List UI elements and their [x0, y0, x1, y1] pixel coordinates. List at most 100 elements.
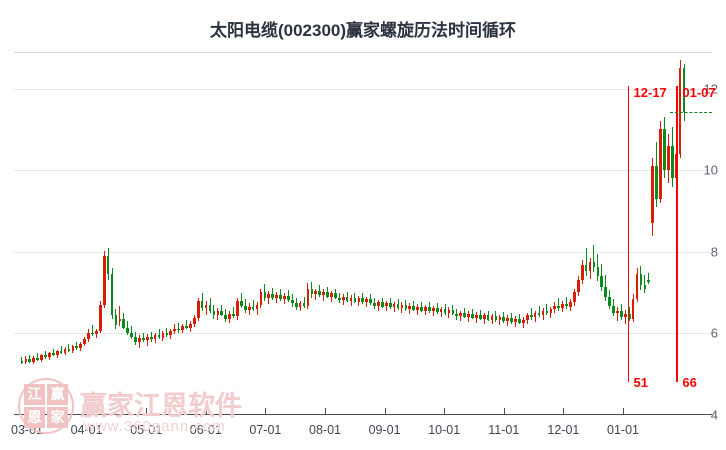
candle-body: [232, 313, 235, 317]
candle-body: [243, 305, 247, 310]
candle-wick: [648, 273, 650, 284]
candle-body: [576, 280, 580, 292]
candle-wick: [178, 322, 180, 333]
candle-body: [314, 291, 318, 295]
candle-body: [663, 129, 666, 171]
plot-area[interactable]: [14, 52, 712, 415]
candle-wick: [546, 304, 548, 316]
candle-body: [298, 303, 302, 308]
x-axis-tick: [503, 408, 505, 415]
candle-body: [416, 306, 419, 310]
candle-body: [357, 298, 361, 302]
candle-body: [604, 286, 607, 297]
candle-body: [365, 299, 369, 303]
candle-body: [506, 317, 510, 322]
candle-body: [255, 304, 259, 309]
candle-body: [306, 288, 310, 306]
x-axis-tick: [27, 408, 28, 415]
candle-body: [655, 166, 658, 199]
x-axis-tick-label: 01-01: [607, 423, 639, 437]
chart-title: 太阳电缆(002300)赢家螺旋历法时间循环: [209, 21, 517, 40]
candle-body: [75, 346, 79, 349]
x-axis-tick: [325, 408, 326, 415]
candle-body: [28, 358, 32, 362]
candle-body: [220, 311, 224, 315]
candle-body: [533, 313, 537, 318]
candle-body: [153, 335, 157, 340]
candle-body: [334, 293, 337, 298]
candle-body: [643, 285, 647, 290]
candle-body: [102, 255, 106, 305]
candle-body: [110, 274, 114, 316]
candle-body: [330, 293, 333, 297]
cycle-vertical-line[interactable]: [676, 86, 678, 382]
candle-wick: [323, 289, 325, 301]
candle-body: [447, 309, 451, 314]
candle-body: [294, 303, 298, 308]
candle-body: [48, 353, 51, 358]
candle-body: [612, 305, 615, 314]
candle-body: [424, 307, 427, 311]
gridline: [14, 333, 712, 335]
candle-body: [279, 295, 282, 300]
last-close-dashed-line: [670, 112, 712, 114]
candle-body: [224, 314, 227, 319]
candle-body: [537, 313, 541, 315]
candle-wick: [593, 245, 595, 273]
candle-body: [51, 353, 55, 356]
candle-body: [95, 330, 98, 335]
candle-wick: [530, 308, 532, 320]
candle-body: [428, 307, 431, 312]
gridline: [14, 251, 712, 253]
candle-wick: [221, 304, 223, 317]
candle-body: [412, 305, 416, 310]
candle-body: [670, 145, 674, 179]
candle-body: [659, 129, 662, 199]
candle-wick: [21, 357, 23, 364]
candle-body: [678, 68, 682, 154]
x-axis-tick-label: 04-01: [70, 423, 103, 437]
candle-body: [130, 332, 133, 337]
y-axis-tick-label: 10: [703, 162, 718, 178]
candle-body: [439, 308, 443, 313]
candle-body: [302, 303, 306, 306]
candle-body: [639, 273, 643, 286]
x-axis-tick-label: 11-01: [488, 423, 520, 437]
candle-body: [216, 311, 220, 316]
candle-body: [377, 302, 380, 306]
candle-body: [478, 314, 482, 319]
candle-body: [545, 310, 549, 314]
cycle-date-label: 01-07: [682, 85, 716, 100]
candle-body: [165, 333, 169, 336]
candle-body: [290, 299, 294, 304]
candle-wick: [119, 305, 121, 327]
candle-body: [631, 299, 635, 319]
candle-body: [157, 335, 161, 338]
candle-body: [486, 315, 490, 320]
candle-wick: [252, 299, 254, 312]
candle-body: [36, 357, 39, 360]
x-axis-tick-label: 12-01: [547, 423, 580, 437]
x-axis-tick-label: 07-01: [249, 423, 282, 437]
candle-body: [118, 319, 122, 322]
candle-body: [467, 313, 470, 318]
y-axis-tick-label: 12: [703, 81, 718, 97]
candle-body: [420, 306, 423, 311]
candle-body: [345, 296, 349, 301]
candle-body: [518, 318, 521, 323]
candle-wick: [60, 345, 62, 354]
candle-body: [177, 328, 180, 331]
candle-body: [529, 315, 533, 318]
candle-body: [443, 308, 447, 314]
candle-body: [674, 153, 678, 179]
candle-body: [134, 336, 137, 343]
candle-body: [212, 310, 216, 316]
cycle-vertical-line[interactable]: [627, 86, 630, 382]
candle-body: [580, 264, 584, 281]
x-axis-tick: [86, 408, 88, 415]
candle-body: [240, 300, 243, 306]
candle-body: [204, 304, 208, 309]
candle-wick: [37, 353, 39, 361]
x-axis-tick-label: 03-01: [11, 423, 43, 437]
candle-body: [20, 361, 24, 363]
